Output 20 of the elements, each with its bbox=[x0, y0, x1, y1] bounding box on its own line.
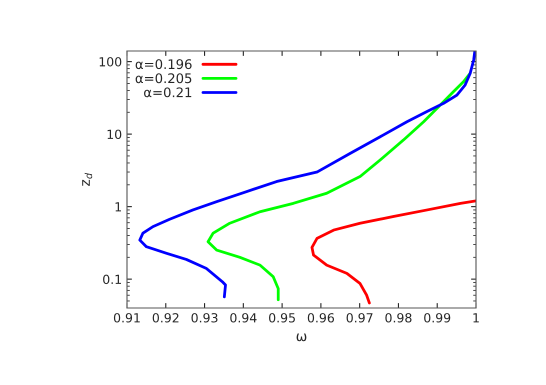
x-axis-title: ω bbox=[296, 333, 306, 342]
x-tick-label: 0.97 bbox=[346, 313, 373, 323]
legend-label: α=0.21 bbox=[144, 87, 192, 98]
x-tick-label: 0.98 bbox=[385, 313, 412, 323]
legend-label: α=0.205 bbox=[136, 73, 192, 84]
y-tick-label: 100 bbox=[100, 57, 122, 67]
y-tick-label: 0.1 bbox=[103, 274, 121, 284]
x-tick-label: 0.94 bbox=[230, 313, 257, 323]
x-tick-label: 0.96 bbox=[308, 313, 334, 323]
x-tick-label: 1 bbox=[473, 313, 479, 322]
x-tick-label: 0.91 bbox=[114, 313, 140, 323]
legend-label: α=0.196 bbox=[136, 59, 192, 70]
y-axis-title: z$_{d}$ bbox=[82, 172, 92, 186]
x-tick-label: 0.93 bbox=[191, 313, 218, 323]
line-series bbox=[310, 199, 476, 304]
x-tick-label: 0.99 bbox=[424, 313, 450, 323]
x-tick-label: 0.95 bbox=[269, 313, 295, 323]
y-tick-label: 10 bbox=[108, 130, 122, 140]
y-tick-label: 1 bbox=[116, 202, 121, 212]
x-tick-label: 0.92 bbox=[152, 313, 178, 323]
